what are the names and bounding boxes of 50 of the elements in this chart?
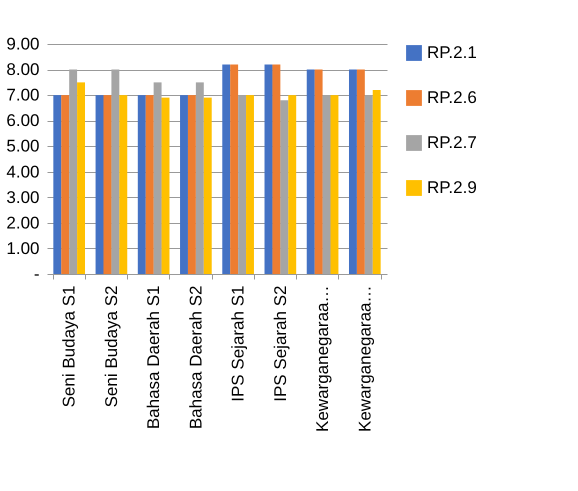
bar — [180, 95, 188, 274]
y-tick-label: 3.00 — [6, 188, 40, 207]
bar — [146, 95, 154, 274]
y-tick-label: 9.00 — [6, 34, 40, 54]
bar — [322, 95, 331, 274]
bar — [306, 70, 315, 274]
y-tick-label: 7.00 — [6, 86, 40, 105]
legend-label: RP.2.6 — [427, 88, 477, 107]
bar — [348, 70, 357, 274]
bar — [230, 64, 238, 274]
bar — [288, 95, 296, 274]
bar — [272, 64, 280, 274]
bar — [330, 95, 338, 274]
legend-label: RP.2.9 — [427, 178, 477, 197]
legend-label: RP.2.1 — [427, 43, 477, 62]
bar — [162, 98, 170, 274]
x-tick-label: Seni Budaya S2 — [102, 286, 121, 408]
y-tick-label: 5.00 — [6, 136, 40, 156]
x-tick-label: Kewarganegaraa… — [313, 286, 332, 432]
bar — [53, 95, 62, 274]
y-tick-label: 2.00 — [6, 213, 40, 232]
x-tick-label: IPS Sejarah S1 — [228, 286, 248, 402]
bar — [246, 95, 254, 274]
bar — [119, 95, 128, 274]
bar — [138, 95, 146, 274]
bar — [372, 90, 381, 274]
bar — [204, 98, 212, 274]
x-tick-label: Seni Budaya S1 — [60, 286, 79, 408]
legend-label: RP.2.7 — [427, 133, 477, 152]
bar — [103, 95, 112, 274]
bar — [238, 95, 246, 274]
bar — [77, 82, 86, 274]
x-tick-label: Bahasa Daerah S1 — [144, 286, 164, 430]
y-tick-label: - — [34, 264, 40, 284]
bar — [356, 70, 365, 274]
bar — [188, 95, 196, 274]
x-tick-label: Bahasa Daerah S2 — [186, 286, 206, 430]
bar — [264, 64, 272, 274]
bar — [222, 64, 230, 274]
bar — [61, 95, 70, 274]
bar — [364, 95, 373, 274]
y-tick-label: 6.00 — [6, 111, 40, 130]
y-tick-label: 1.00 — [6, 238, 40, 258]
bar — [280, 100, 288, 274]
x-tick-label: Kewarganegaraa… — [355, 286, 374, 432]
y-tick-label: 8.00 — [6, 60, 40, 80]
bar — [314, 70, 323, 274]
x-tick-label: IPS Sejarah S2 — [270, 286, 290, 402]
bar — [96, 95, 104, 274]
y-tick-label: 4.00 — [6, 162, 40, 182]
